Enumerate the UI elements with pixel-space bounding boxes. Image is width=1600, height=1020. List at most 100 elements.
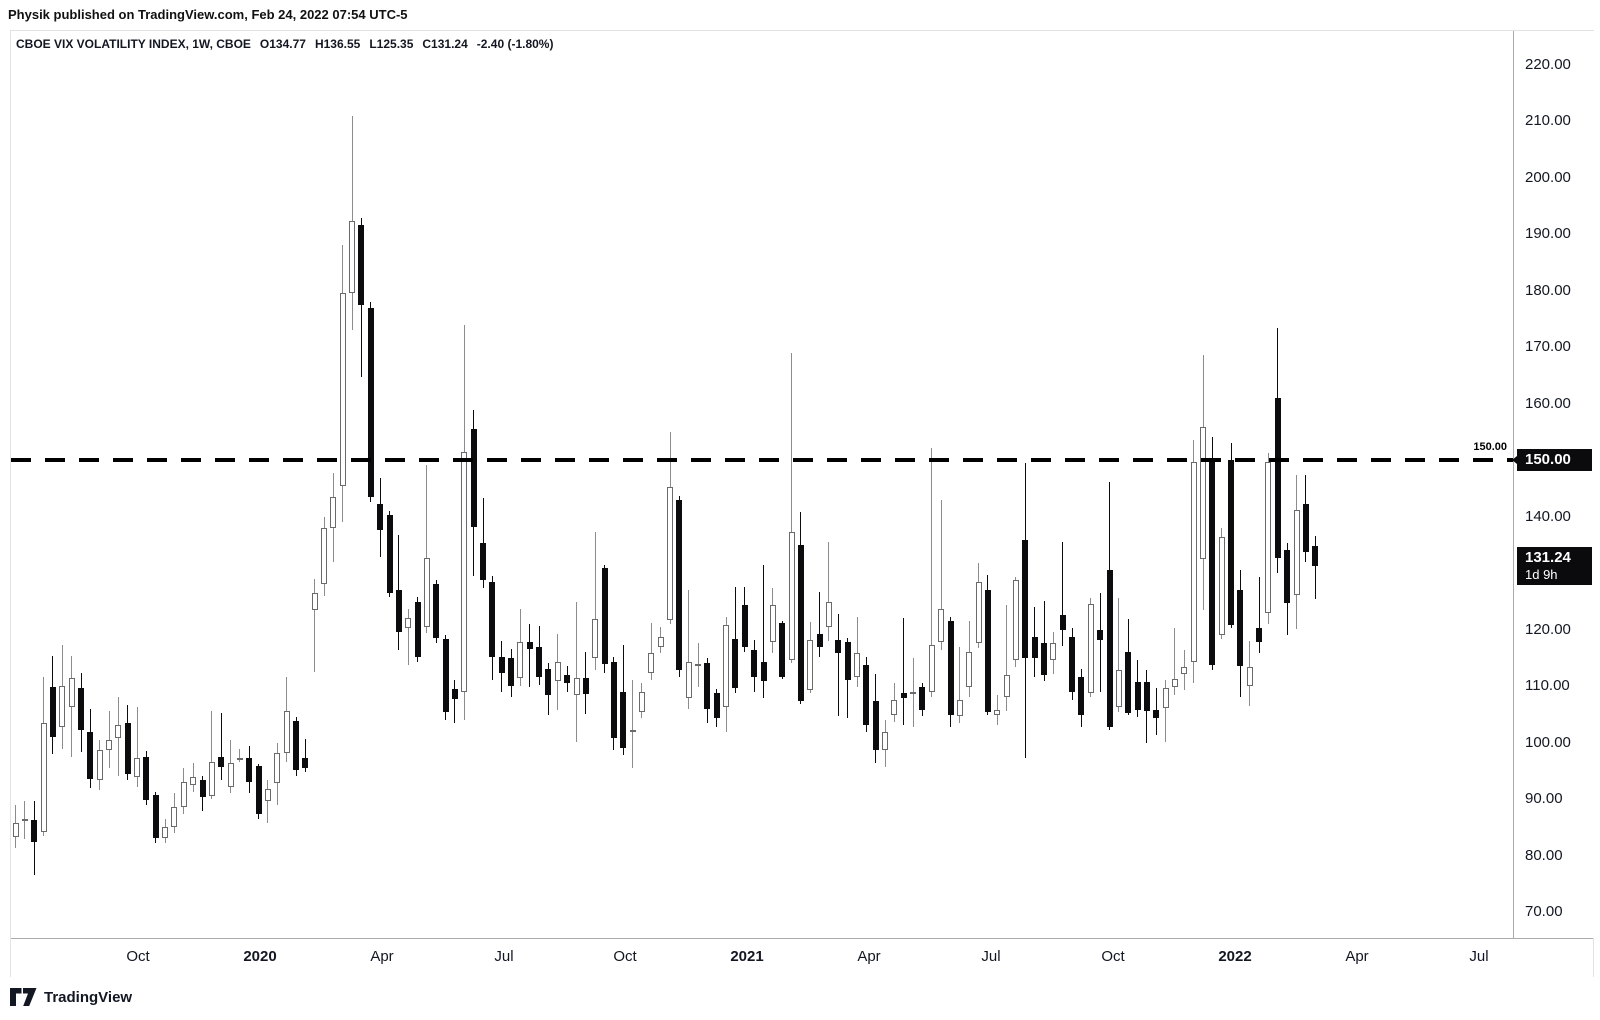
candle-body bbox=[68, 677, 75, 708]
candle-body bbox=[751, 649, 758, 677]
candle-wick bbox=[650, 622, 652, 680]
price-tick-label: 180.00 bbox=[1525, 281, 1571, 299]
candle-body bbox=[1181, 666, 1188, 674]
candle-body bbox=[854, 653, 860, 677]
price-tick-label: 80.00 bbox=[1525, 846, 1563, 864]
candle-wick bbox=[791, 353, 792, 664]
candle-wick bbox=[1174, 628, 1176, 696]
candle-body bbox=[704, 663, 711, 709]
candle-body bbox=[667, 486, 673, 620]
candle-body bbox=[825, 601, 832, 627]
candle-body bbox=[498, 656, 505, 674]
candle-wick bbox=[594, 531, 596, 671]
candle-body bbox=[1069, 636, 1075, 692]
time-tick-label: Apr bbox=[1345, 948, 1369, 965]
ohlc-change: -2.40 (-1.80%) bbox=[476, 37, 554, 51]
candle-body bbox=[1041, 643, 1047, 676]
level-line-label: 150.00 bbox=[1473, 441, 1507, 453]
chart-frame: CBOE VIX VOLATILITY INDEX, 1W, CBOE O134.… bbox=[10, 30, 1594, 977]
time-tick-label: Jul bbox=[1469, 948, 1489, 965]
tradingview-attribution[interactable]: TradingView bbox=[10, 987, 132, 1007]
price-axis[interactable]: 220.00 210.00 200.00 190.00 180.00 170.00 160.… bbox=[1512, 31, 1594, 938]
candle-body bbox=[414, 601, 421, 657]
candle-body bbox=[1134, 681, 1141, 710]
candle-body bbox=[835, 640, 842, 654]
candle-body bbox=[938, 608, 945, 642]
candle-body bbox=[947, 620, 954, 715]
candle-body bbox=[1265, 461, 1272, 614]
candle-body bbox=[180, 782, 187, 807]
candle-body bbox=[1218, 536, 1225, 636]
candle-wick bbox=[1258, 577, 1260, 654]
time-tick-label: Apr bbox=[370, 948, 394, 965]
candle-body bbox=[1162, 688, 1169, 709]
candle-wick bbox=[819, 591, 821, 657]
candle-body bbox=[283, 711, 290, 753]
candle-body bbox=[1284, 549, 1291, 604]
candle-body bbox=[582, 678, 589, 695]
last-price-badge: 131.24 1d 9h bbox=[1517, 546, 1592, 585]
candle-body bbox=[545, 668, 552, 696]
candle-wick bbox=[220, 712, 222, 781]
candle-body bbox=[274, 752, 281, 783]
candle-wick bbox=[304, 738, 306, 772]
candle-body bbox=[461, 451, 468, 692]
candle-body bbox=[713, 693, 720, 719]
symbol-name[interactable]: CBOE VIX VOLATILITY INDEX, 1W, CBOE bbox=[16, 37, 251, 51]
candle-body bbox=[31, 819, 38, 843]
candle-wick bbox=[1314, 536, 1316, 600]
candle-body bbox=[199, 780, 206, 797]
price-tick-label: 160.00 bbox=[1525, 394, 1571, 412]
candle-body bbox=[358, 225, 365, 306]
candle-body bbox=[928, 644, 935, 692]
candle-wick bbox=[1099, 593, 1101, 692]
candle-body bbox=[573, 678, 580, 696]
published-line: Physik published on TradingView.com, Feb… bbox=[8, 7, 408, 22]
candle-body bbox=[1209, 460, 1216, 666]
candle-wick bbox=[1118, 598, 1120, 712]
candle-body bbox=[1190, 461, 1197, 662]
candle-body bbox=[657, 636, 664, 647]
candle-body bbox=[311, 592, 318, 610]
level-price-badge: 150.00 bbox=[1512, 449, 1592, 471]
candle-body bbox=[264, 788, 271, 801]
candle-wick bbox=[856, 616, 858, 687]
candle-body bbox=[152, 795, 159, 838]
candle-wick bbox=[828, 541, 830, 641]
candle-body bbox=[984, 590, 991, 712]
candle-body bbox=[779, 623, 786, 677]
candle-body bbox=[451, 688, 458, 699]
candle-body bbox=[1200, 426, 1206, 559]
candle-body bbox=[882, 731, 888, 750]
candle-body bbox=[49, 686, 56, 737]
candle-body bbox=[797, 545, 804, 701]
ohlc-close: C131.24 bbox=[422, 37, 468, 51]
candle-body bbox=[769, 605, 776, 642]
candle-body bbox=[592, 618, 599, 659]
time-axis[interactable]: Oct 2020 Apr Jul Oct 2021 Apr Jul Oct 2022 Apr Jul bbox=[11, 938, 1593, 977]
candle-body bbox=[349, 221, 356, 294]
candle-wick bbox=[1006, 605, 1008, 712]
candle-body bbox=[78, 688, 84, 731]
candle-body bbox=[218, 756, 225, 767]
candle-body bbox=[872, 701, 879, 750]
candle-body bbox=[124, 723, 131, 774]
candle-body bbox=[685, 661, 692, 699]
price-tick-label: 190.00 bbox=[1525, 225, 1571, 242]
candle-wick bbox=[837, 613, 839, 717]
candle-body bbox=[1022, 540, 1029, 659]
candle-wick bbox=[407, 608, 409, 666]
level-line-150[interactable] bbox=[11, 458, 1513, 462]
candle-body bbox=[517, 641, 524, 679]
plot-area[interactable]: 150.00 bbox=[11, 31, 1513, 938]
candle-body bbox=[1228, 460, 1234, 625]
candle-body bbox=[1246, 666, 1253, 686]
candle-body bbox=[919, 686, 926, 710]
candle-wick bbox=[940, 500, 942, 650]
price-tick-label: 200.00 bbox=[1525, 168, 1571, 186]
candle-body bbox=[1059, 614, 1066, 631]
last-price-value: 131.24 bbox=[1525, 548, 1571, 566]
candle-body bbox=[330, 496, 337, 528]
ohlc-low: L125.35 bbox=[369, 37, 414, 51]
candle-body bbox=[975, 582, 982, 643]
